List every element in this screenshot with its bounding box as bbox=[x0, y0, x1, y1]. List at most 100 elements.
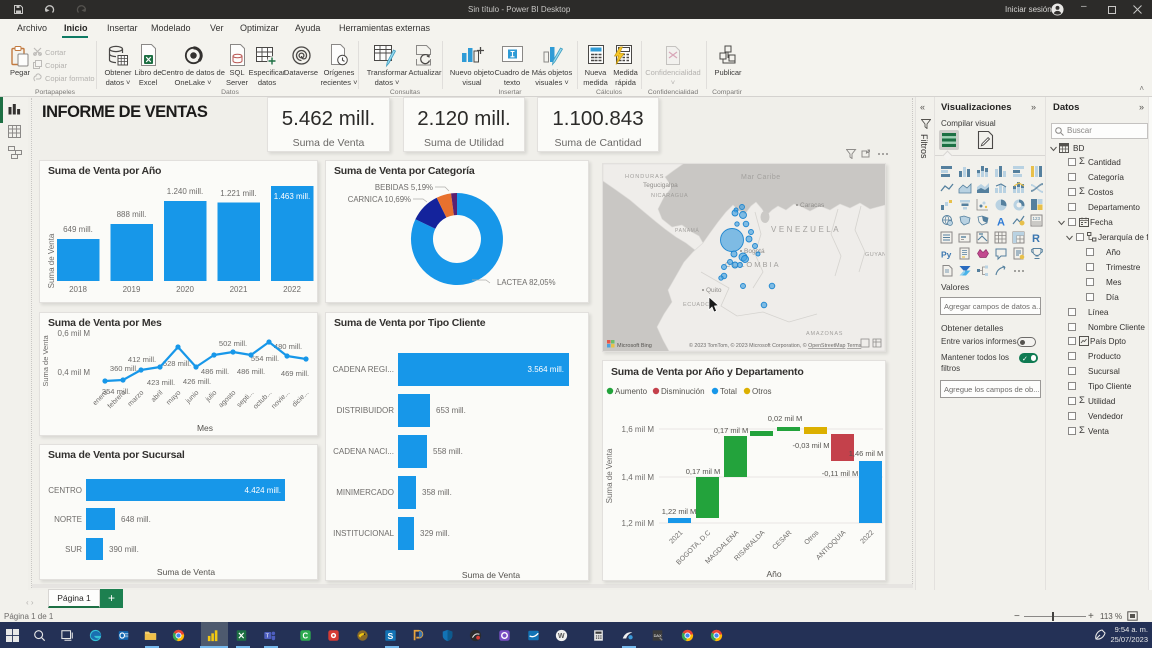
svg-text:1,4 mil M: 1,4 mil M bbox=[622, 473, 655, 482]
svg-text:junio: junio bbox=[184, 389, 200, 405]
svg-text:NORTE: NORTE bbox=[54, 515, 82, 524]
svg-text:DISTRIBUIDOR: DISTRIBUIDOR bbox=[337, 406, 395, 415]
svg-text:BEBIDAS 5,19%: BEBIDAS 5,19% bbox=[375, 183, 433, 192]
svg-text:1,22 mil M: 1,22 mil M bbox=[662, 507, 697, 516]
svg-text:423 mill.: 423 mill. bbox=[147, 378, 175, 387]
svg-text:Suma de Venta: Suma de Venta bbox=[157, 567, 215, 577]
svg-text:LACTEA 82,05%: LACTEA 82,05% bbox=[497, 278, 556, 287]
svg-text:DAX: DAX bbox=[654, 632, 662, 637]
svg-text:0,02 mil M: 0,02 mil M bbox=[768, 414, 803, 423]
svg-text:Mes: Mes bbox=[197, 423, 213, 433]
svg-text:502 mill.: 502 mill. bbox=[219, 339, 247, 348]
svg-text:-0,03 mil M: -0,03 mil M bbox=[792, 441, 829, 450]
svg-text:0,17 mil M: 0,17 mil M bbox=[686, 467, 721, 476]
svg-text:Aumento: Aumento bbox=[615, 387, 648, 396]
svg-text:486 mill.: 486 mill. bbox=[237, 367, 265, 376]
svg-text:Disminución: Disminución bbox=[661, 387, 705, 396]
svg-text:1,6 mil M: 1,6 mil M bbox=[622, 425, 655, 434]
svg-text:653 mill.: 653 mill. bbox=[436, 406, 466, 415]
svg-text:2021: 2021 bbox=[668, 529, 684, 545]
svg-text:CADENA NACI...: CADENA NACI... bbox=[333, 447, 394, 456]
svg-text:0,4 mil M: 0,4 mil M bbox=[58, 368, 91, 377]
svg-text:Suma de Venta: Suma de Venta bbox=[462, 570, 520, 580]
svg-text:Suma de Venta: Suma de Venta bbox=[41, 335, 50, 387]
svg-text:1.463 mill.: 1.463 mill. bbox=[274, 192, 310, 201]
svg-text:© 2023 TomTom, © 2023 Microsof: © 2023 TomTom, © 2023 Microsoft Corporat… bbox=[689, 342, 862, 349]
svg-text:Otros: Otros bbox=[803, 529, 820, 546]
svg-text:528 mill.: 528 mill. bbox=[163, 359, 191, 368]
svg-text:novie...: novie... bbox=[270, 389, 291, 410]
svg-text:Otros: Otros bbox=[752, 387, 772, 396]
svg-text:0,6 mil M: 0,6 mil M bbox=[58, 329, 91, 338]
svg-text:mayo: mayo bbox=[165, 389, 182, 406]
svg-text:S: S bbox=[387, 630, 393, 640]
svg-text:AMAZONAS: AMAZONAS bbox=[806, 331, 843, 337]
svg-text:888 mill.: 888 mill. bbox=[117, 210, 147, 219]
svg-text:PANAMÁ: PANAMÁ bbox=[675, 227, 699, 234]
svg-text:dicie...: dicie... bbox=[291, 389, 310, 408]
svg-text:2022: 2022 bbox=[859, 529, 875, 545]
svg-text:649 mill.: 649 mill. bbox=[63, 225, 93, 234]
svg-text:CESAR: CESAR bbox=[771, 529, 793, 551]
svg-text:426 mill.: 426 mill. bbox=[183, 377, 211, 386]
svg-text:abril: abril bbox=[150, 389, 165, 404]
svg-text:1,2 mil M: 1,2 mil M bbox=[622, 519, 655, 528]
svg-text:julio: julio bbox=[204, 389, 219, 404]
svg-text:354 mill.: 354 mill. bbox=[102, 387, 130, 396]
svg-text:Quito: Quito bbox=[706, 287, 722, 294]
svg-text:A: A bbox=[997, 217, 1005, 229]
svg-text:4.424 mill.: 4.424 mill. bbox=[245, 486, 281, 495]
svg-text:1,46 mil M: 1,46 mil M bbox=[849, 449, 884, 458]
svg-text:CENTRO: CENTRO bbox=[48, 486, 82, 495]
svg-text:GUYANA: GUYANA bbox=[865, 252, 885, 258]
svg-text:1.221 mill.: 1.221 mill. bbox=[220, 189, 256, 198]
svg-text:SUR: SUR bbox=[65, 545, 82, 554]
svg-text:CARNICA 10,69%: CARNICA 10,69% bbox=[348, 195, 411, 204]
svg-text:3.564 mill.: 3.564 mill. bbox=[528, 365, 564, 374]
svg-text:CADENA REGI...: CADENA REGI... bbox=[333, 365, 394, 374]
svg-text:Microsoft Bing: Microsoft Bing bbox=[617, 343, 652, 349]
svg-text:C: C bbox=[302, 631, 308, 640]
svg-text:123: 123 bbox=[1033, 216, 1041, 221]
svg-text:2018: 2018 bbox=[69, 285, 87, 294]
svg-text:390 mill.: 390 mill. bbox=[109, 545, 139, 554]
svg-text:Suma de Venta: Suma de Venta bbox=[47, 233, 56, 288]
svg-text:412 mill.: 412 mill. bbox=[128, 355, 156, 364]
svg-text:NICARAGUA: NICARAGUA bbox=[651, 193, 688, 199]
svg-text:360 mill.: 360 mill. bbox=[110, 364, 138, 373]
svg-text:Caracas: Caracas bbox=[800, 202, 825, 209]
svg-text:329 mill.: 329 mill. bbox=[420, 529, 450, 538]
svg-text:0,17 mil M: 0,17 mil M bbox=[714, 426, 749, 435]
svg-text:2022: 2022 bbox=[283, 285, 301, 294]
svg-text:Suma de Venta: Suma de Venta bbox=[605, 448, 614, 503]
svg-text:486 mill.: 486 mill. bbox=[201, 367, 229, 376]
svg-text:558 mill.: 558 mill. bbox=[433, 447, 463, 456]
svg-text:2019: 2019 bbox=[123, 285, 141, 294]
svg-text:HONDURAS: HONDURAS bbox=[625, 174, 664, 180]
svg-text:Total: Total bbox=[720, 387, 737, 396]
svg-text:agosto: agosto bbox=[218, 389, 238, 409]
svg-text:ECUADOR: ECUADOR bbox=[683, 302, 715, 308]
svg-text:INSTITUCIONAL: INSTITUCIONAL bbox=[333, 529, 394, 538]
svg-text:469 mill.: 469 mill. bbox=[281, 369, 309, 378]
svg-text:W: W bbox=[558, 633, 565, 640]
svg-text:Tegucigalpa: Tegucigalpa bbox=[643, 182, 678, 189]
svg-text:2020: 2020 bbox=[176, 285, 194, 294]
svg-text:2021: 2021 bbox=[230, 285, 248, 294]
svg-text:1.240 mill.: 1.240 mill. bbox=[167, 187, 203, 196]
svg-text:-0,11 mil M: -0,11 mil M bbox=[822, 469, 859, 478]
svg-text:648 mill.: 648 mill. bbox=[121, 515, 151, 524]
svg-text:358 mill.: 358 mill. bbox=[422, 488, 452, 497]
svg-text:R: R bbox=[1032, 233, 1040, 245]
svg-text:Py: Py bbox=[941, 250, 952, 260]
svg-text:Año: Año bbox=[766, 569, 781, 579]
svg-text:VENEZUELA: VENEZUELA bbox=[771, 225, 841, 234]
svg-text:octub...: octub... bbox=[252, 389, 273, 410]
svg-text:COLOMBIA: COLOMBIA bbox=[725, 260, 781, 269]
svg-text:554 mill.: 554 mill. bbox=[251, 354, 279, 363]
svg-text:MINIMERCADO: MINIMERCADO bbox=[336, 488, 394, 497]
svg-text:Mar Caribe: Mar Caribe bbox=[741, 174, 781, 181]
svg-text:480 mill.: 480 mill. bbox=[274, 342, 302, 351]
svg-text:Bogotá: Bogotá bbox=[744, 248, 765, 255]
svg-text:T: T bbox=[266, 633, 270, 639]
